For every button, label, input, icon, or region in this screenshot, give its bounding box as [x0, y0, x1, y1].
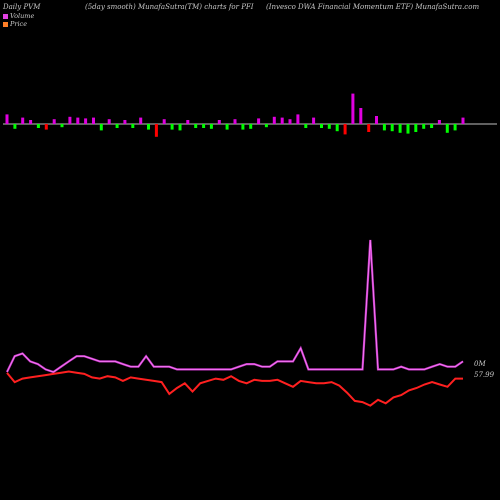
- volume-bar: [351, 93, 355, 124]
- volume-bar: [272, 116, 276, 124]
- volume-bar: [147, 124, 150, 130]
- volume-bar: [335, 124, 339, 132]
- volume-bar: [36, 124, 40, 128]
- volume-bar: [257, 118, 261, 124]
- volume-bar: [92, 117, 95, 124]
- volume-bar: [398, 124, 402, 133]
- volume-bar: [21, 117, 25, 124]
- volume-bar: [194, 124, 198, 128]
- volume-bar: [241, 124, 245, 130]
- price-line: [6, 370, 463, 407]
- volume-bar: [139, 117, 143, 124]
- volume-bar: [264, 124, 268, 128]
- price-line-label: 57.99: [474, 371, 495, 379]
- volume-bar: [461, 117, 465, 124]
- volume-bar: [414, 124, 418, 132]
- volume-bar: [437, 120, 441, 124]
- volume-bar: [422, 124, 426, 129]
- volume-bar: [5, 114, 9, 124]
- volume-bar: [359, 108, 363, 124]
- volume-bar: [406, 124, 410, 134]
- volume-bar: [217, 120, 221, 124]
- volume-bar: [84, 118, 88, 124]
- volume-bar: [131, 124, 135, 128]
- volume-bar: [445, 124, 449, 133]
- volume-bar: [123, 120, 127, 124]
- volume-bar: [304, 124, 308, 128]
- volume-bar: [390, 124, 394, 132]
- volume-bar: [375, 116, 378, 124]
- volume-bar: [343, 124, 347, 135]
- volume-bar: [154, 124, 158, 137]
- legend-price: Price: [3, 20, 27, 28]
- legend-price-label: Price: [10, 20, 28, 28]
- volume-bar: [13, 124, 17, 129]
- volume-bar: [115, 124, 119, 128]
- legend-volume-label: Volume: [10, 12, 35, 20]
- volume-bar: [430, 124, 434, 128]
- volume-bar: [29, 120, 33, 124]
- volume-line-glow: [6, 239, 464, 374]
- volume-line: [6, 239, 464, 373]
- chart-header-left: Daily PVM: [3, 3, 41, 11]
- volume-bar: [68, 116, 72, 124]
- volume-bar: [107, 119, 111, 124]
- volume-bar: [312, 117, 316, 124]
- volume-bar: [280, 117, 284, 124]
- volume-bar: [99, 124, 103, 131]
- volume-bar: [320, 124, 323, 128]
- volume-bar: [453, 124, 457, 131]
- volume-bar: [44, 124, 48, 130]
- volume-bar: [186, 120, 190, 124]
- legend-volume-swatch: [3, 13, 8, 19]
- volume-bar: [327, 124, 331, 129]
- volume-bar: [170, 124, 174, 130]
- volume-bar: [288, 119, 292, 124]
- volume-bar: [249, 124, 253, 129]
- volume-bar: [202, 124, 206, 128]
- legend-volume: Volume: [3, 12, 34, 20]
- volume-bar: [296, 114, 300, 124]
- chart-header-center-left: (5day smooth) MunafaSutra(TM) charts for…: [85, 3, 254, 11]
- volume-bar: [162, 119, 166, 124]
- volume-bar: [233, 119, 237, 124]
- volume-bar: [225, 124, 229, 130]
- chart-header-center-right: (Invesco DWA Financial Momentum ETF) Mun…: [266, 3, 480, 11]
- volume-line-label: 0M: [474, 360, 486, 368]
- volume-bar: [52, 119, 56, 124]
- volume-bar: [382, 124, 386, 131]
- volume-bar: [178, 124, 182, 131]
- legend-price-swatch: [3, 21, 8, 27]
- volume-bar: [60, 124, 64, 128]
- volume-bar: [76, 117, 80, 124]
- volume-bar: [367, 124, 371, 132]
- volume-bar: [209, 124, 213, 129]
